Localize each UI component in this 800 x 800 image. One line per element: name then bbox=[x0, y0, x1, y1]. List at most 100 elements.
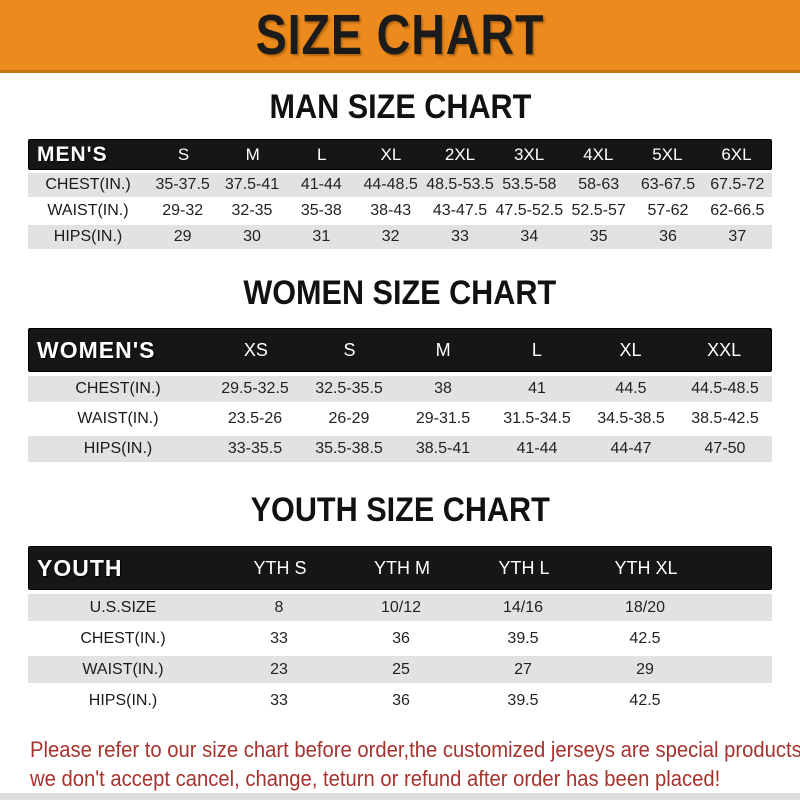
size-value-cell: 10/12 bbox=[380, 598, 422, 616]
table-row: WAIST(IN.) 23.5-26 26-29 29-31.5 31.5-34.5 34… bbox=[28, 406, 772, 432]
women-size-table: WOMEN'S XS S M L XL XXL CHEST(IN.) 29.5-32.5 32.5… bbox=[28, 328, 772, 462]
size-value-cell: 44.5 bbox=[615, 380, 647, 397]
size-column-header: S bbox=[343, 339, 356, 360]
size-value-cell: 23.5-26 bbox=[227, 410, 283, 427]
table-header-row: YOUTH YTH S YTH M YTH L YTH XL bbox=[28, 546, 772, 590]
size-value-cell: 42.5 bbox=[629, 629, 661, 647]
row-label: CHEST(IN.) bbox=[75, 380, 161, 397]
size-value-cell: 39.5 bbox=[507, 629, 539, 647]
size-value-cell: 36 bbox=[659, 228, 677, 245]
size-value-cell: 18/20 bbox=[624, 598, 666, 616]
size-value-cell: 32.5-35.5 bbox=[315, 380, 383, 397]
size-column-header: 3XL bbox=[513, 144, 545, 164]
size-column-header: S bbox=[177, 144, 190, 164]
size-column-header: XL bbox=[619, 339, 642, 360]
size-value-cell: 38-43 bbox=[370, 202, 412, 219]
size-value-cell: 36 bbox=[392, 691, 410, 709]
table-corner-label: WOMEN'S bbox=[37, 336, 156, 363]
size-value-cell: 30 bbox=[243, 228, 261, 245]
size-value-cell: 67.5-72 bbox=[710, 176, 765, 193]
section-women: WOMEN SIZE CHART bbox=[0, 274, 800, 312]
size-value-cell: 37.5-41 bbox=[224, 176, 280, 193]
size-value-cell: 48.5-53.5 bbox=[426, 176, 494, 193]
table-row: CHEST(IN.) 35-37.5 37.5-41 41-44 44-48.5 48.5… bbox=[28, 173, 772, 197]
table-row: CHEST(IN.) 33 36 39.5 42.5 bbox=[28, 625, 772, 652]
size-column-header: YTH S bbox=[253, 557, 307, 578]
size-column-header: L bbox=[531, 339, 542, 360]
size-value-cell: 33 bbox=[270, 629, 288, 647]
size-value-cell: 34.5-38.5 bbox=[597, 410, 665, 427]
size-value-cell: 29 bbox=[636, 660, 654, 678]
table-header-row: MEN'S S M L XL 2XL 3XL 4XL 5XL 6XL bbox=[28, 139, 772, 170]
row-label: CHEST(IN.) bbox=[80, 629, 166, 647]
size-value-cell: 29-31.5 bbox=[415, 410, 471, 427]
size-value-cell: 44-48.5 bbox=[363, 176, 418, 193]
size-value-cell: 38.5-42.5 bbox=[691, 410, 759, 427]
size-value-cell: 35-37.5 bbox=[155, 176, 210, 193]
size-value-cell: 42.5 bbox=[629, 691, 661, 709]
row-label: HIPS(IN.) bbox=[53, 228, 123, 245]
table-row: HIPS(IN.) 33 36 39.5 42.5 bbox=[28, 687, 772, 714]
bottom-strip bbox=[0, 793, 800, 800]
size-value-cell: 33-35.5 bbox=[227, 440, 283, 457]
size-value-cell: 44-47 bbox=[610, 440, 652, 457]
size-value-cell: 47-50 bbox=[704, 440, 746, 457]
size-column-header: XS bbox=[243, 339, 268, 360]
section-youth: YOUTH SIZE CHART bbox=[0, 491, 800, 529]
footer-note: Please refer to our size chart before or… bbox=[30, 735, 800, 793]
row-label: CHEST(IN.) bbox=[45, 176, 131, 193]
size-value-cell: 35 bbox=[589, 228, 608, 245]
row-label: WAIST(IN.) bbox=[77, 410, 159, 427]
size-value-cell: 39.5 bbox=[507, 691, 539, 709]
size-column-header: XL bbox=[380, 144, 402, 164]
size-value-cell: 29 bbox=[173, 228, 192, 245]
size-column-header: M bbox=[435, 339, 451, 360]
size-value-cell: 31 bbox=[312, 228, 331, 245]
row-label: HIPS(IN.) bbox=[88, 691, 158, 709]
banner-title: SIZE CHART bbox=[255, 3, 545, 67]
row-label: WAIST(IN.) bbox=[47, 202, 129, 219]
size-value-cell: 47.5-52.5 bbox=[495, 202, 564, 219]
size-column-header: XXL bbox=[707, 339, 742, 360]
size-value-cell: 36 bbox=[392, 629, 410, 647]
size-value-cell: 33 bbox=[451, 228, 469, 245]
size-value-cell: 31.5-34.5 bbox=[503, 410, 571, 427]
men-section-heading: MAN SIZE CHART bbox=[0, 88, 800, 126]
women-section-heading: WOMEN SIZE CHART bbox=[0, 274, 800, 312]
size-value-cell: 58-63 bbox=[578, 176, 620, 193]
size-value-cell: 44.5-48.5 bbox=[691, 380, 759, 397]
row-label: HIPS(IN.) bbox=[83, 440, 153, 457]
men-size-table: MEN'S S M L XL 2XL 3XL 4XL 5XL 6XL CHEST(IN.) 35-37… bbox=[28, 139, 772, 249]
women-section-heading-text: WOMEN SIZE CHART bbox=[243, 274, 557, 312]
size-value-cell: 35-38 bbox=[300, 202, 342, 219]
size-column-header: YTH M bbox=[374, 557, 430, 578]
size-value-cell: 38 bbox=[434, 380, 452, 397]
youth-section-heading-text: YOUTH SIZE CHART bbox=[250, 491, 550, 529]
section-men: MAN SIZE CHART bbox=[0, 88, 800, 126]
size-value-cell: 32 bbox=[381, 228, 400, 245]
table-row: WAIST(IN.) 23 25 27 29 bbox=[28, 656, 772, 683]
size-value-cell: 41-44 bbox=[516, 440, 558, 457]
size-value-cell: 43-47.5 bbox=[432, 202, 488, 219]
size-column-header: YTH XL bbox=[614, 557, 678, 578]
size-value-cell: 29.5-32.5 bbox=[221, 380, 289, 397]
row-label: WAIST(IN.) bbox=[82, 660, 164, 678]
size-column-header: 6XL bbox=[721, 144, 752, 164]
size-column-header: 5XL bbox=[652, 144, 683, 164]
size-value-cell: 26-29 bbox=[328, 410, 370, 427]
size-value-cell: 33 bbox=[270, 691, 288, 709]
size-value-cell: 53.5-58 bbox=[502, 176, 557, 193]
table-header-row: WOMEN'S XS S M L XL XXL bbox=[28, 328, 772, 372]
table-row: HIPS(IN.) 33-35.5 35.5-38.5 38.5-41 41-44 44-… bbox=[28, 436, 772, 462]
table-corner-label: YOUTH bbox=[37, 554, 123, 581]
youth-size-table: YOUTH YTH S YTH M YTH L YTH XL U.S.SIZE 8 10/12… bbox=[28, 546, 772, 714]
size-value-cell: 52.5-57 bbox=[571, 202, 626, 219]
size-column-header: YTH L bbox=[498, 557, 550, 578]
footer-line-2: we don't accept cancel, change, teturn o… bbox=[30, 766, 721, 791]
table-row: HIPS(IN.) 29 30 31 32 33 34 35 36 37 bbox=[28, 225, 772, 249]
table-corner-label: MEN'S bbox=[37, 142, 108, 166]
size-value-cell: 27 bbox=[514, 660, 532, 678]
men-section-heading-text: MAN SIZE CHART bbox=[269, 88, 531, 126]
footer-line-1: Please refer to our size chart before or… bbox=[30, 737, 800, 762]
size-value-cell: 14/16 bbox=[502, 598, 544, 616]
